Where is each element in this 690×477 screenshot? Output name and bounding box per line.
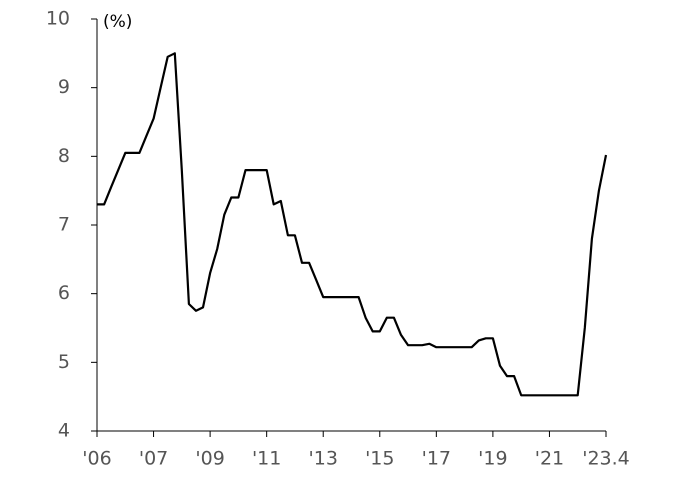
x-tick-label: '17: [422, 448, 451, 470]
x-tick-label: '19: [478, 448, 507, 470]
y-tick-label: 4: [58, 420, 70, 442]
y-tick-label: 5: [58, 351, 70, 373]
y-tick-label: 6: [58, 282, 70, 304]
x-tick-label: '06: [82, 448, 111, 470]
x-tick-label: '11: [252, 448, 281, 470]
x-tick-label: '21: [535, 448, 564, 470]
unit-label: (%): [103, 12, 132, 32]
y-tick-label: 8: [58, 145, 70, 167]
y-tick-label: 9: [58, 76, 70, 98]
x-tick-label: '15: [365, 448, 394, 470]
y-tick-label: 10: [46, 8, 70, 30]
x-tick-label: '09: [195, 448, 224, 470]
line: [97, 52, 608, 397]
y-tick-label: 7: [58, 214, 70, 236]
x-tick-label: '13: [309, 448, 338, 470]
x-tick-label: '23.4: [582, 448, 630, 470]
x-tick-label: '07: [139, 448, 168, 470]
